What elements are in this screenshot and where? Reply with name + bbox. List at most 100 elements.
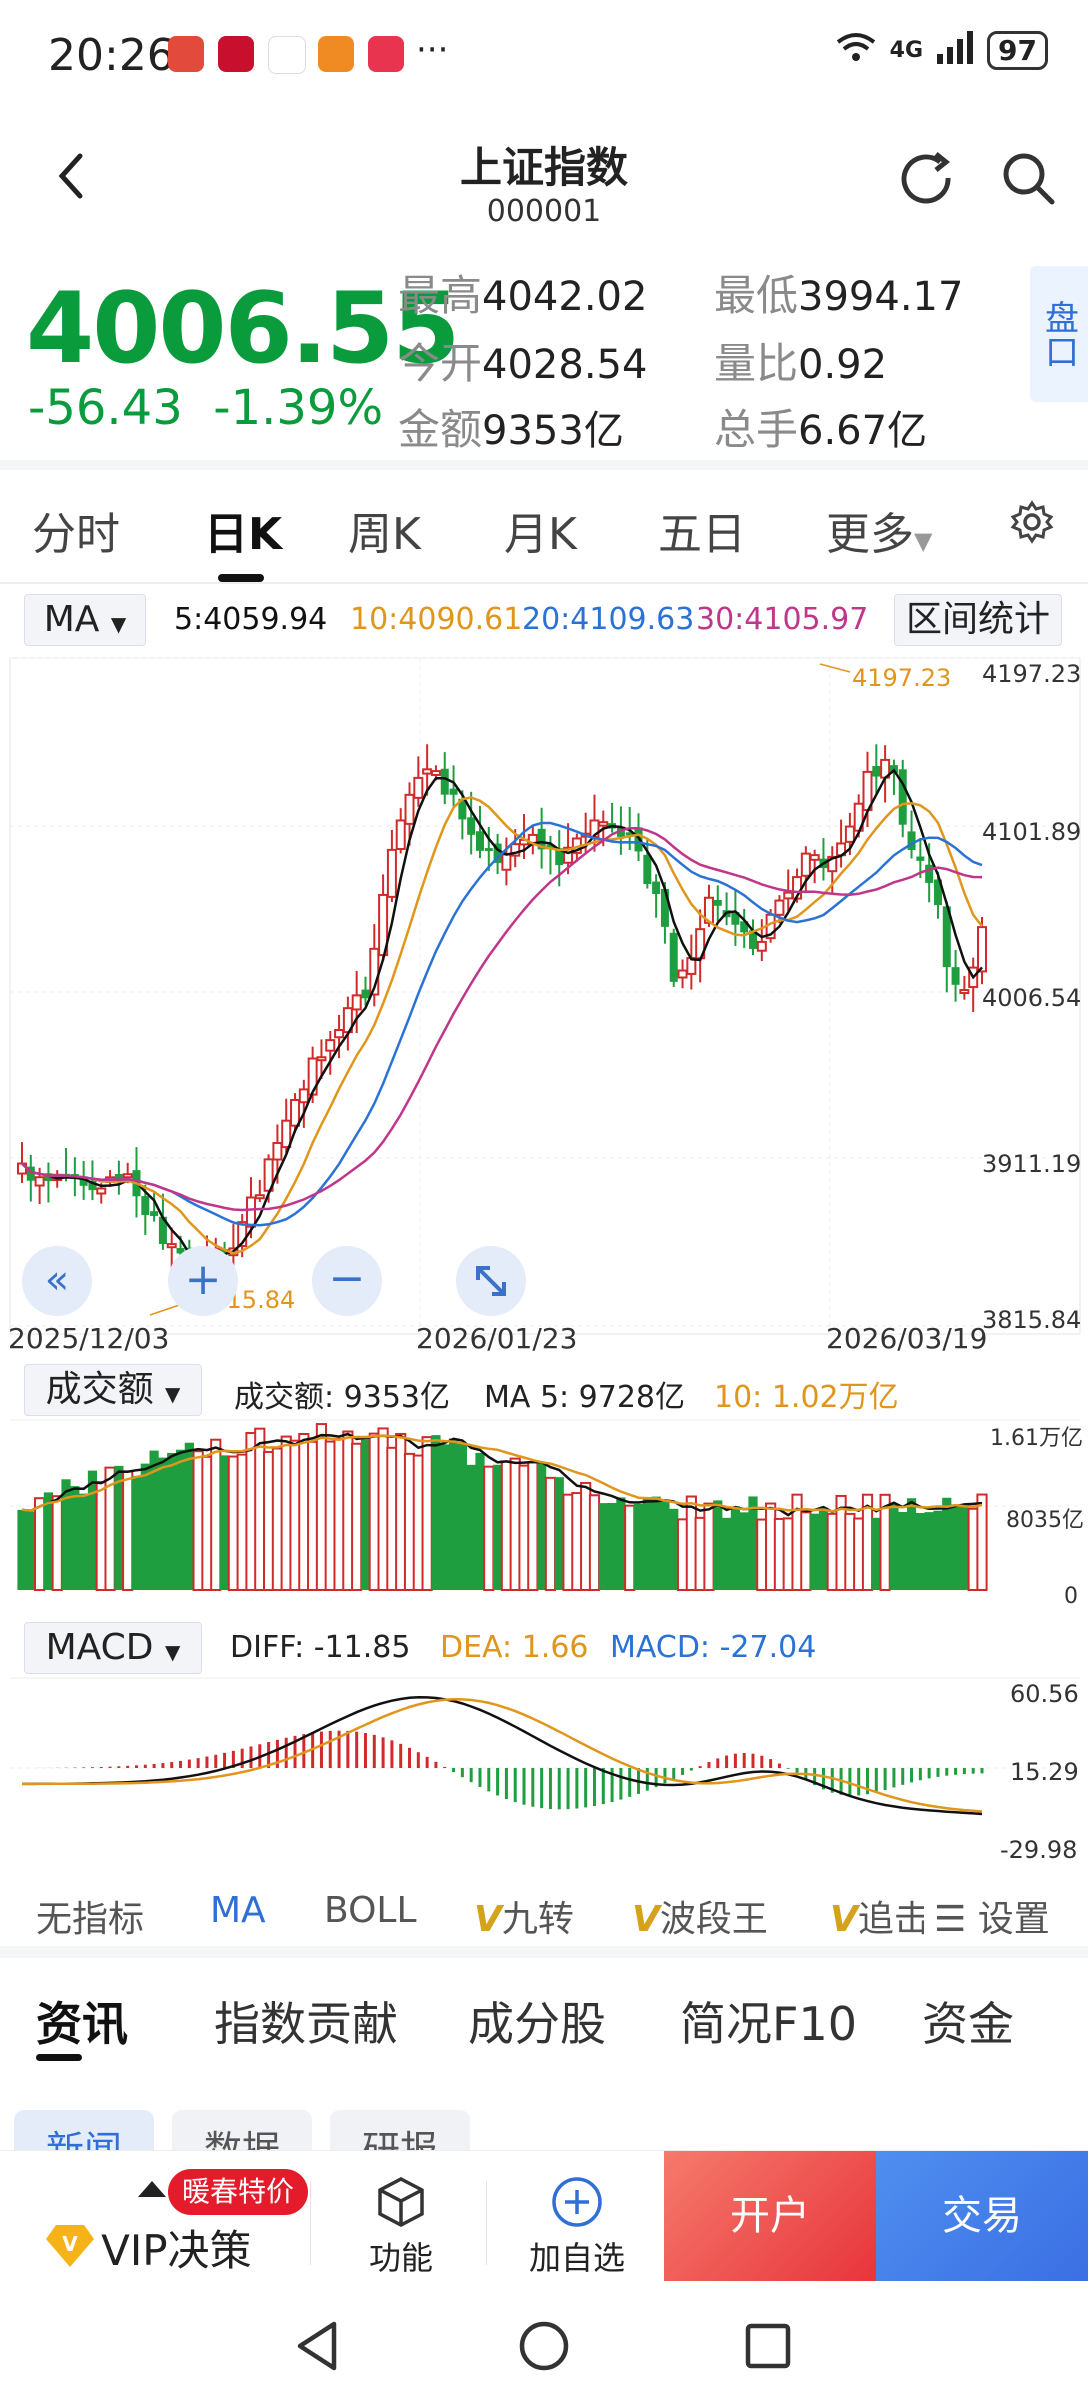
function-label: 功能 [368, 2239, 433, 2277]
tab-capital-flow[interactable]: 资金 [922, 1997, 1014, 2051]
indicator-ma[interactable]: MA [210, 1890, 266, 1931]
candle-down [925, 864, 934, 883]
volume-selector-label: 成交额 [45, 1369, 154, 1410]
volume-legend: 成交额 ▼ 成交额: 9353亿 MA 5: 9728亿 10: 1.02万亿 [24, 1364, 1084, 1416]
circle-home-icon [519, 2321, 569, 2371]
add-watchlist-button[interactable]: 加自选 [522, 2175, 632, 2279]
trade-button[interactable]: 交易 [876, 2151, 1088, 2281]
candle-up [598, 821, 609, 827]
volume-bar-down [669, 1508, 679, 1590]
tab-daily-k[interactable]: 日K [204, 509, 283, 560]
zoom-in-button[interactable]: + [168, 1246, 238, 1316]
vip-decision-button[interactable]: V VIP决策 [44, 2217, 252, 2278]
macd-y-label: -29.98 [1000, 1836, 1078, 1864]
candle-down [475, 831, 484, 851]
amount-value: 9353亿 [482, 408, 624, 454]
volume-bar-down [554, 1477, 564, 1590]
ma-selector[interactable]: MA ▼ [24, 594, 146, 646]
system-nav-bar [0, 2290, 1088, 2400]
candle-down [669, 932, 678, 982]
search-icon [1003, 153, 1055, 205]
candle-up [386, 848, 397, 898]
nav-recents-button[interactable] [740, 2318, 796, 2378]
more-notifications-icon: ··· [416, 30, 449, 70]
zoom-out-button[interactable]: − [312, 1246, 382, 1316]
macd-chart[interactable] [0, 1676, 1088, 1866]
tab-index-contribution[interactable]: 指数贡献 [214, 1997, 398, 2051]
candle-down [555, 848, 564, 866]
macd-selector[interactable]: MACD ▼ [24, 1622, 202, 1674]
volume-selector[interactable]: 成交额 ▼ [24, 1364, 202, 1416]
tab-news[interactable]: 资讯 [36, 1997, 128, 2051]
candle-up [34, 1176, 45, 1187]
high-label: 最高 [398, 271, 483, 320]
status-time: 20:26 [48, 30, 175, 81]
range-stats-button[interactable]: 区间统计 [894, 594, 1062, 646]
candle-down [660, 888, 669, 927]
change-percent: -1.39% [213, 380, 384, 436]
vip-v-icon: V [632, 1899, 660, 1940]
indicator-settings-label: 设置 [977, 1899, 1050, 1940]
volume-bar-down [87, 1470, 98, 1590]
tab-profile-f10[interactable]: 简况F10 [680, 1997, 857, 2051]
signal-icon [935, 30, 975, 71]
candle-up [677, 969, 688, 979]
order-book-button[interactable]: 盘口 [1030, 266, 1088, 402]
kline-y-label: 4101.89 [982, 818, 1082, 846]
function-button[interactable]: 功能 [356, 2175, 446, 2279]
scroll-left-button[interactable]: « [22, 1246, 92, 1316]
tab-constituents[interactable]: 成分股 [468, 1997, 606, 2051]
indicator-settings-button[interactable]: ☰ 设置 [934, 1890, 1050, 1942]
ma-line [21, 821, 983, 1227]
fullscreen-button[interactable] [456, 1246, 526, 1316]
plus-icon: + [184, 1254, 222, 1305]
volume-bar-down [713, 1500, 723, 1590]
tab-weekly-k[interactable]: 周K [348, 509, 421, 560]
ma-legend: MA ▼ 5:4059.94 10:4090.61 20:4109.63 30:… [24, 594, 1084, 646]
nav-home-button[interactable] [516, 2318, 572, 2378]
double-chevron-left-icon: « [44, 1257, 70, 1303]
candle-down [79, 1176, 88, 1186]
tab-monthly-k[interactable]: 月K [504, 509, 577, 560]
indicator-zhuiji[interactable]: V追击 [830, 1890, 924, 1942]
tab-intraday[interactable]: 分时 [32, 509, 120, 560]
volume-ratio-value: 0.92 [798, 342, 888, 388]
volume-bar-down [466, 1464, 476, 1590]
macd-dea: DEA: 1.66 [440, 1630, 589, 1665]
kline-chart[interactable] [0, 650, 1088, 1350]
kline-x-label: 2026/03/19 [826, 1322, 988, 1355]
nav-back-button[interactable] [290, 2318, 346, 2378]
candle-up [413, 776, 424, 799]
candle-down [916, 856, 925, 861]
notification-app-icon [268, 36, 306, 74]
kline-y-label: 3911.19 [982, 1150, 1082, 1178]
volume-bar-down [360, 1437, 371, 1590]
back-button[interactable] [50, 146, 90, 219]
open-account-button[interactable]: 开户 [664, 2151, 876, 2281]
kline-y-label: 4006.54 [982, 984, 1082, 1012]
amount-label: 金额 [398, 405, 483, 454]
candle-up [351, 994, 362, 1011]
indicator-jiuzhuan[interactable]: V九转 [474, 1890, 574, 1942]
volume-chart[interactable] [0, 1418, 1088, 1614]
settings-button[interactable] [1010, 500, 1054, 548]
candle-up [325, 1039, 336, 1052]
candle-down [158, 1216, 167, 1244]
indicator-none[interactable]: 无指标 [36, 1899, 145, 1940]
square-recents-icon [745, 2323, 791, 2369]
tab-more[interactable]: 更多▼ [826, 498, 932, 562]
tab-five-day[interactable]: 五日 [658, 509, 746, 560]
volume-bar-down [721, 1517, 732, 1590]
refresh-button[interactable] [896, 148, 956, 212]
search-button[interactable] [998, 148, 1058, 212]
battery-indicator: 97 [987, 31, 1048, 70]
vip-v-icon: V [830, 1899, 858, 1940]
candle-down [872, 766, 881, 777]
period-tabs: 分时 日K 周K 月K 五日 更多▼ [0, 470, 1088, 582]
volume-bar-down [942, 1497, 952, 1590]
indicator-boduanwang[interactable]: V波段王 [632, 1890, 768, 1942]
total-volume-field: 总手6.67亿 [714, 396, 927, 457]
candle-down [933, 879, 942, 906]
minus-icon: − [328, 1253, 366, 1304]
indicator-boll[interactable]: BOLL [324, 1890, 417, 1931]
